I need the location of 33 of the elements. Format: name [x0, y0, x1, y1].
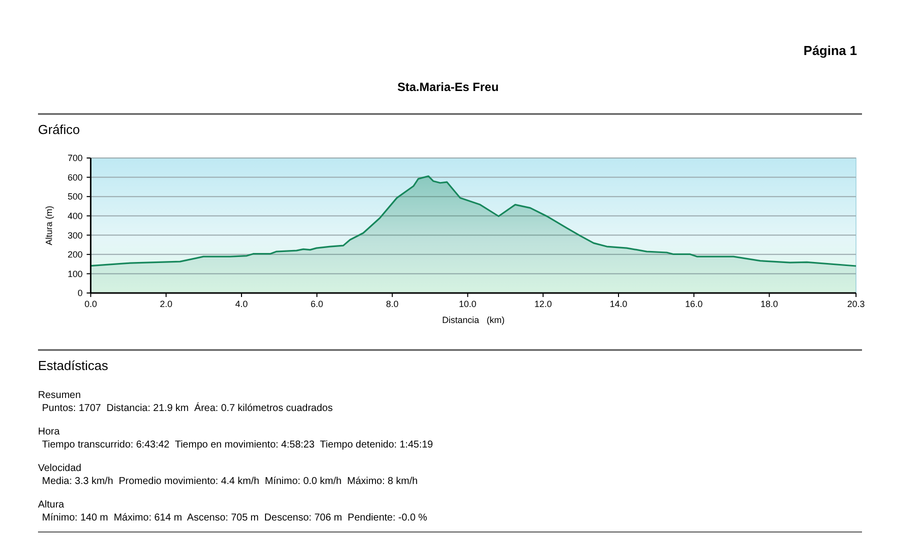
text: Mínimo: 140 m Máximo: 614 m Ascenso: 705 m Descenso: 706 m Pendiente: -0.0 %: [42, 512, 428, 524]
y-tick-label: 700: [68, 153, 83, 164]
text: Estadísticas: [38, 358, 109, 373]
x-axis-title: Distancia (km): [442, 315, 505, 325]
x-tick-label: 16.0: [685, 299, 703, 309]
text: Tiempo transcurrido: 6:43:42 Tiempo en movimiento: 4:58:23 Tiempo detenido: 1:45:19: [42, 440, 434, 450]
x-tick-label: 6.0: [310, 299, 324, 309]
x-tick-label: 4.0: [235, 299, 248, 309]
y-tick-label: 400: [68, 211, 83, 222]
x-tick-label: 2.0: [160, 299, 172, 309]
x-tick-label: 14.0: [610, 299, 628, 309]
x-tick-label: 8.0: [386, 299, 399, 309]
text: Media: 3.3 km/h Promedio movimiento: 4.4 km/h Mínimo: 0.0 km/h Máximo: 8 km/h: [42, 476, 418, 487]
y-tick-label: 100: [68, 268, 83, 279]
y-tick-label: 300: [68, 230, 83, 240]
x-tick-label: 12.0: [534, 299, 552, 309]
y-axis-title: Altura (m): [44, 206, 54, 246]
x-tick-label: 18.0: [760, 299, 778, 309]
y-tick-label: 200: [68, 250, 83, 260]
y-tick-label: 500: [68, 192, 83, 202]
chart-title: Sta.Maria-Es Freu: [397, 80, 499, 94]
y-tick-label: 0: [78, 288, 83, 298]
text: Velocidad: [38, 463, 82, 474]
text: Gráfico: [38, 122, 80, 137]
x-tick-label: 10.0: [458, 299, 476, 309]
x-tick-label: 0.0: [84, 299, 97, 309]
text: Hora: [38, 426, 60, 438]
y-tick-label: 600: [68, 172, 83, 182]
text: Altura: [38, 500, 65, 510]
x-tick-label: 20.3: [847, 299, 865, 309]
text: Resumen: [38, 390, 81, 401]
text: Puntos: 1707 Distancia: 21.9 km Área: 0.7 kilómetros cuadrados: [42, 402, 333, 414]
text: Página 1: [804, 43, 857, 58]
